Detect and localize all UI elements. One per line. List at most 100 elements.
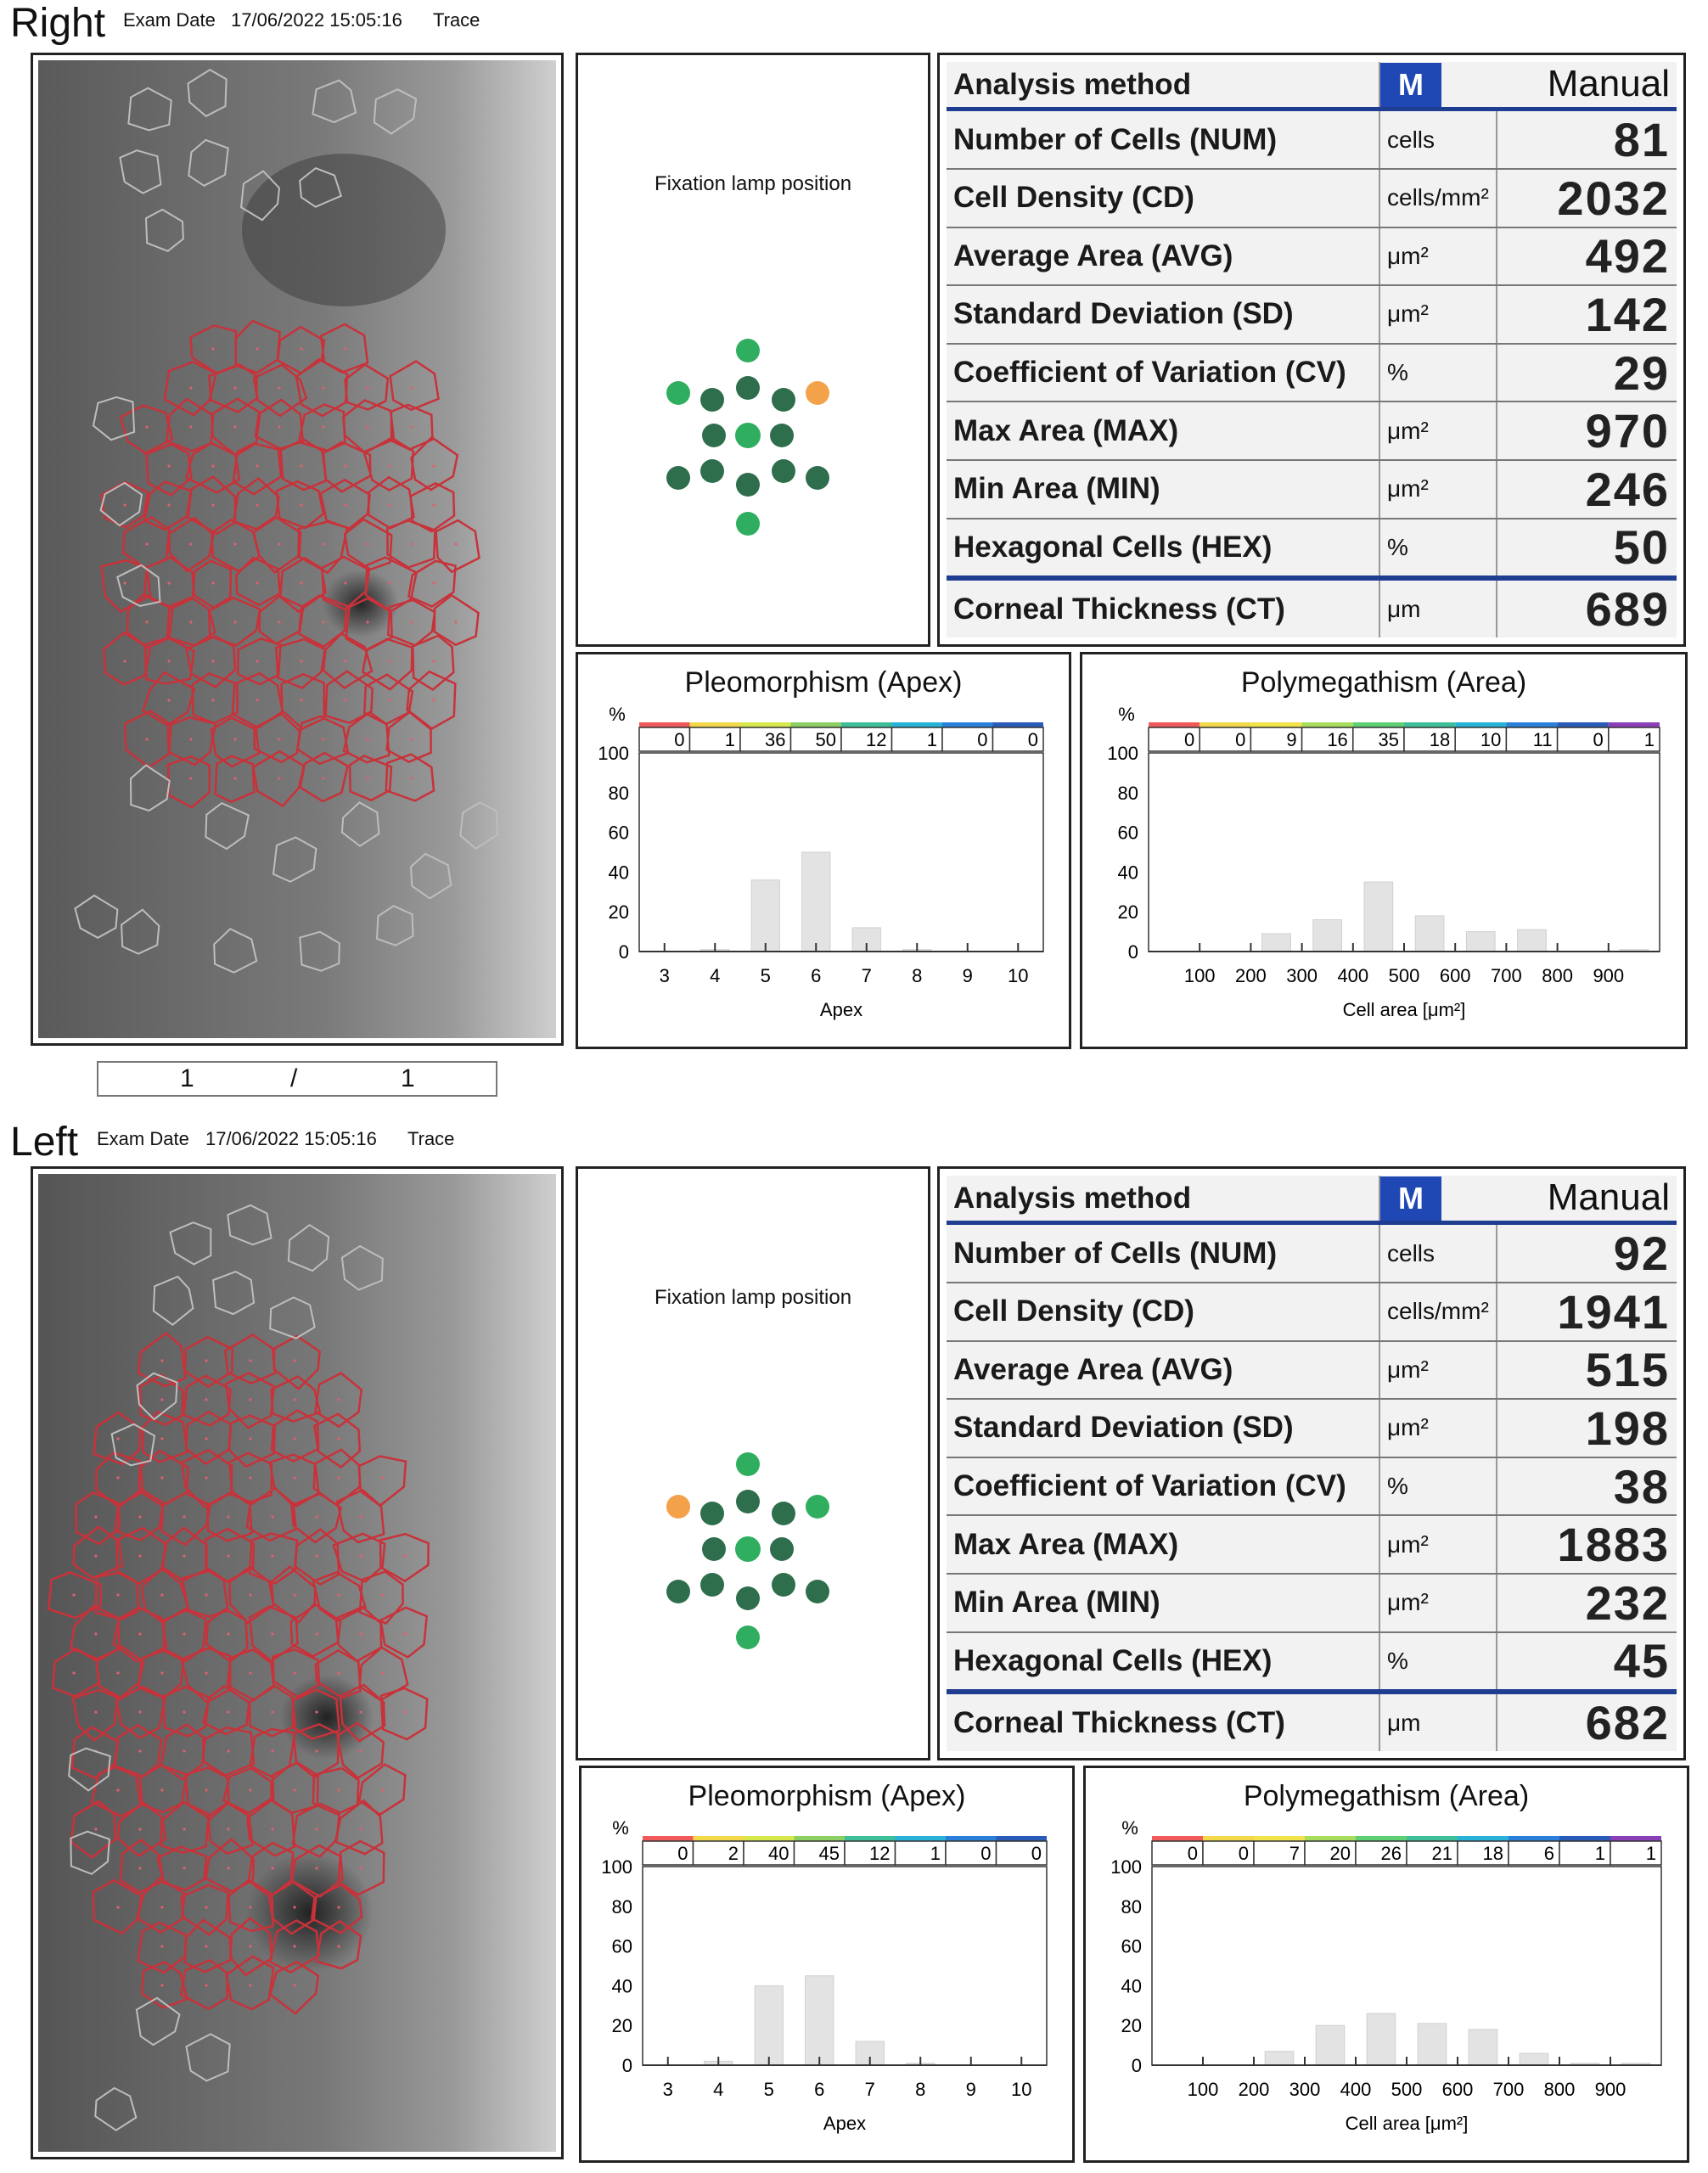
traced-cell xyxy=(166,755,211,809)
color-strip-segment xyxy=(790,722,841,727)
cell-center xyxy=(94,1515,98,1519)
specular-image-panel[interactable] xyxy=(31,53,564,1046)
metric-name: Hexagonal Cells (HEX) xyxy=(947,1631,1379,1695)
fixation-dot-upper-left xyxy=(666,381,690,405)
fixation-dot xyxy=(772,459,795,483)
traced-cell xyxy=(185,441,241,494)
y-tick-label: 0 xyxy=(619,941,629,963)
analysis-method-value: Manual xyxy=(1547,62,1670,104)
metric-unit: % xyxy=(1379,1457,1497,1517)
data-label: 21 xyxy=(1432,1843,1452,1864)
cell-center xyxy=(403,1632,407,1636)
metric-unit: cells xyxy=(1379,1222,1497,1283)
cell-center xyxy=(366,386,369,390)
cell-center xyxy=(205,1593,208,1597)
analysis-method-row: Analysis method M Manual xyxy=(947,62,1677,112)
traced-cell xyxy=(339,1683,386,1743)
histogram-bar xyxy=(1517,929,1547,952)
metric-row: Coefficient of Variation (CV)% 38 xyxy=(947,1457,1677,1517)
specular-image[interactable] xyxy=(38,1174,556,2152)
cell-center xyxy=(123,503,126,507)
value-cell xyxy=(1403,727,1456,752)
traced-cell xyxy=(180,1884,230,1936)
histogram-bar xyxy=(750,879,780,952)
color-strip-segment xyxy=(693,1836,744,1841)
polymegathism-histogram: % 0 0 7 20 26 21 18 6 1 1 0 20 40 60 80 100 100 200 300 400 5… xyxy=(1110,1819,1662,2134)
cell-center xyxy=(116,1476,120,1480)
traced-cell xyxy=(314,1648,362,1699)
specular-image-panel[interactable] xyxy=(31,1166,564,2159)
fixation-dot-upper-right-active xyxy=(806,381,829,405)
traced-cell xyxy=(185,475,237,536)
cell-center xyxy=(167,503,171,507)
metric-value: 50 xyxy=(1496,518,1677,581)
value-cell xyxy=(789,727,842,752)
cell-center xyxy=(116,1437,120,1440)
cell-center xyxy=(138,1828,142,1831)
x-tick-label: 200 xyxy=(1239,2079,1270,2100)
cell-center xyxy=(116,1906,120,1909)
image-pager[interactable]: 1 / 1 xyxy=(97,1061,497,1097)
traced-cell xyxy=(234,319,281,374)
cell-center xyxy=(138,1749,142,1753)
value-cell xyxy=(1304,1840,1357,1866)
untraced-cell xyxy=(135,1996,181,2047)
y-tick-label: 20 xyxy=(612,2015,632,2036)
cell-center xyxy=(249,1398,252,1401)
cell-center xyxy=(388,581,391,585)
cell-center xyxy=(388,660,391,663)
cell-center xyxy=(227,1749,230,1753)
value-cell xyxy=(1559,1840,1611,1866)
traced-cell xyxy=(224,1372,276,1429)
cell-center xyxy=(410,738,413,741)
cell-center xyxy=(227,1828,230,1831)
traced-cell xyxy=(207,597,261,647)
metric-value: 198 xyxy=(1496,1399,1677,1458)
untraced-cell xyxy=(187,69,228,118)
value-cell xyxy=(1608,727,1660,752)
cell-center xyxy=(271,1710,274,1714)
value-cell xyxy=(688,727,741,752)
cell-center xyxy=(359,1515,362,1519)
data-label: 50 xyxy=(816,729,836,750)
data-label: 0 xyxy=(980,1843,991,1864)
value-cell xyxy=(941,727,994,752)
analysis-method-label: Analysis method xyxy=(947,62,1379,112)
metric-value: 38 xyxy=(1496,1457,1677,1517)
x-tick-label: 800 xyxy=(1544,2079,1576,2100)
y-tick-label: 100 xyxy=(1110,1856,1142,1878)
metric-name: Corneal Thickness (CT) xyxy=(953,1705,1285,1739)
fixation-dot xyxy=(806,466,829,490)
histogram-bar xyxy=(1519,2052,1549,2066)
fixation-dot-center xyxy=(735,1536,761,1562)
histogram-title: Pleomorphism (Apex) xyxy=(684,666,963,699)
cell-center xyxy=(211,347,215,351)
data-label: 9 xyxy=(1286,729,1296,750)
histogram-title: Pleomorphism (Apex) xyxy=(688,1780,966,1812)
metric-unit: μm² xyxy=(1379,460,1497,519)
traced-cell xyxy=(223,1334,277,1385)
cell-center xyxy=(278,738,281,741)
cell-center xyxy=(233,542,237,546)
traced-cell xyxy=(280,672,326,730)
cell-center xyxy=(344,699,347,702)
color-strip-segment xyxy=(1250,722,1302,727)
color-strip-segment xyxy=(845,1836,896,1841)
cell-center xyxy=(233,425,237,429)
value-cell xyxy=(739,727,792,752)
specular-image[interactable] xyxy=(38,60,556,1038)
color-strip-segment xyxy=(891,722,942,727)
cell-center xyxy=(344,347,347,351)
metric-value: 515 xyxy=(1496,1340,1677,1401)
cell-center xyxy=(256,699,259,702)
metric-value: 2032 xyxy=(1496,168,1677,228)
cell-center xyxy=(183,1632,186,1636)
traced-cell xyxy=(358,1570,404,1626)
cell-center xyxy=(145,542,149,546)
data-label: 1 xyxy=(1646,1843,1656,1864)
metric-unit: μm² xyxy=(1379,1399,1497,1458)
data-label: 1 xyxy=(725,729,735,750)
histogram-bar xyxy=(1261,933,1291,952)
cell-center xyxy=(160,1945,164,1948)
metric-name: Max Area (MAX) xyxy=(947,1515,1379,1575)
